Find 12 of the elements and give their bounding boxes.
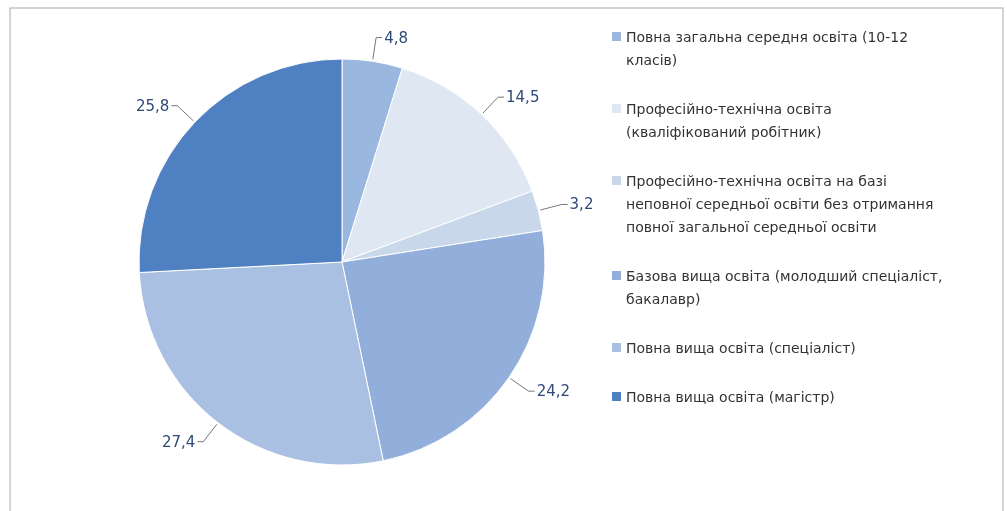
legend-label: Професійно-технічна освіта (кваліфікований робітник)	[626, 101, 832, 140]
data-label: 24,2	[536, 382, 571, 401]
legend-label: Базова вища освіта (молодший спеціаліст, бакалавр)	[626, 268, 943, 307]
legend-label: Повна вища освіта (магістр)	[626, 389, 835, 405]
data-label: 4,8	[384, 28, 408, 47]
data-label: 27,4	[161, 432, 196, 451]
data-label: 14,5	[506, 88, 540, 107]
legend-label: Повна вища освіта (спеціаліст)	[626, 340, 856, 356]
data-label: 25,8	[135, 96, 170, 115]
legend-label: Професійно-технічна освіта на базі неповної середньої освіти без отримання повної загальної середньої освіти	[626, 173, 934, 235]
legend-label: Повна загальна середня освіта (10-12 класів)	[626, 29, 909, 68]
data-label: 3,2	[569, 195, 594, 214]
